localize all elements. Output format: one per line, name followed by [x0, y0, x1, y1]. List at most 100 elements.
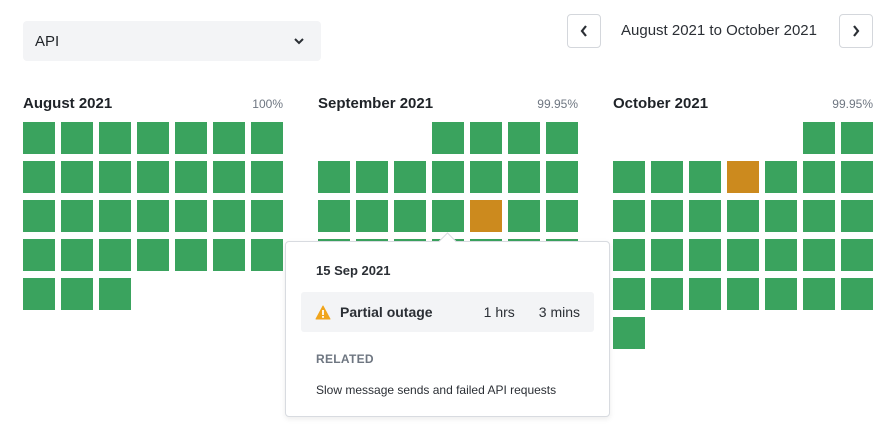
calendar-day[interactable]	[251, 161, 283, 193]
calendar-day[interactable]	[318, 161, 350, 193]
next-range-button[interactable]	[839, 14, 873, 48]
calendar-day[interactable]	[546, 161, 578, 193]
calendar-day[interactable]	[613, 278, 645, 310]
calendar-day[interactable]	[651, 239, 683, 271]
calendar-day[interactable]	[175, 200, 207, 232]
calendar-blank	[394, 122, 426, 154]
calendar-day[interactable]	[841, 239, 873, 271]
calendar-day[interactable]	[432, 200, 464, 232]
calendar-grid	[23, 122, 283, 310]
calendar-day[interactable]	[689, 161, 721, 193]
month-august: August 2021 100%	[23, 95, 283, 310]
calendar-day[interactable]	[175, 239, 207, 271]
calendar-day[interactable]	[508, 161, 540, 193]
calendar-day[interactable]	[99, 239, 131, 271]
calendar-day[interactable]	[613, 200, 645, 232]
incident-summary: Partial outage 1 hrs 3 mins	[301, 292, 594, 332]
month-title: September 2021	[318, 95, 434, 112]
calendar-day[interactable]	[61, 278, 93, 310]
calendar-day[interactable]	[803, 278, 835, 310]
calendar-day[interactable]	[23, 122, 55, 154]
calendar-day[interactable]	[803, 200, 835, 232]
calendar-day[interactable]	[841, 122, 873, 154]
calendar-day[interactable]	[99, 278, 131, 310]
calendar-day[interactable]	[546, 122, 578, 154]
calendar-day[interactable]	[99, 122, 131, 154]
calendar-day[interactable]	[251, 239, 283, 271]
calendar-day[interactable]	[765, 200, 797, 232]
calendar-day[interactable]	[613, 317, 645, 349]
component-select[interactable]: API	[23, 21, 321, 61]
calendar-day[interactable]	[689, 200, 721, 232]
calendar-day[interactable]	[213, 122, 245, 154]
calendar-day[interactable]	[841, 161, 873, 193]
tooltip-date: 15 Sep 2021	[316, 263, 391, 278]
calendar-day[interactable]	[23, 200, 55, 232]
calendar-day[interactable]	[23, 239, 55, 271]
calendar-day[interactable]	[765, 278, 797, 310]
calendar-day[interactable]	[470, 161, 502, 193]
calendar-day[interactable]	[137, 122, 169, 154]
calendar-day[interactable]	[651, 278, 683, 310]
calendar-day[interactable]	[213, 200, 245, 232]
calendar-blank	[651, 122, 683, 154]
calendar-day[interactable]	[251, 200, 283, 232]
calendar-day[interactable]	[61, 161, 93, 193]
related-incident-link[interactable]: Slow message sends and failed API reques…	[316, 383, 557, 397]
month-uptime: 99.95%	[537, 97, 578, 111]
calendar-day[interactable]	[394, 200, 426, 232]
related-heading: RELATED	[316, 352, 374, 366]
calendar-blank	[318, 122, 350, 154]
calendar-day[interactable]	[689, 239, 721, 271]
calendar-day[interactable]	[651, 200, 683, 232]
previous-range-button[interactable]	[567, 14, 601, 48]
calendar-day[interactable]	[803, 239, 835, 271]
calendar-grid	[613, 122, 873, 349]
month-uptime: 100%	[252, 97, 283, 111]
calendar-day[interactable]	[137, 239, 169, 271]
calendar-day[interactable]	[394, 161, 426, 193]
calendar-day[interactable]	[61, 122, 93, 154]
calendar-blank	[765, 122, 797, 154]
calendar-day[interactable]	[765, 239, 797, 271]
calendar-day[interactable]	[175, 161, 207, 193]
calendar-day[interactable]	[213, 239, 245, 271]
calendar-blank	[356, 122, 388, 154]
calendar-day[interactable]	[356, 200, 388, 232]
calendar-day[interactable]	[803, 161, 835, 193]
calendar-day-partial-outage[interactable]	[470, 200, 502, 232]
calendar-day[interactable]	[432, 161, 464, 193]
calendar-day[interactable]	[470, 122, 502, 154]
calendar-day[interactable]	[508, 122, 540, 154]
calendar-day[interactable]	[508, 200, 540, 232]
calendar-day[interactable]	[318, 200, 350, 232]
calendar-day[interactable]	[727, 278, 759, 310]
calendar-day[interactable]	[175, 122, 207, 154]
calendar-day[interactable]	[765, 161, 797, 193]
calendar-day[interactable]	[803, 122, 835, 154]
calendar-day[interactable]	[99, 200, 131, 232]
calendar-day[interactable]	[213, 161, 245, 193]
calendar-day[interactable]	[99, 161, 131, 193]
calendar-day[interactable]	[613, 239, 645, 271]
calendar-day[interactable]	[727, 200, 759, 232]
calendar-day[interactable]	[137, 200, 169, 232]
calendar-day[interactable]	[651, 161, 683, 193]
calendar-day[interactable]	[137, 161, 169, 193]
calendar-day[interactable]	[689, 278, 721, 310]
calendar-day[interactable]	[546, 200, 578, 232]
month-uptime: 99.95%	[832, 97, 873, 111]
calendar-day[interactable]	[356, 161, 388, 193]
calendar-day[interactable]	[61, 239, 93, 271]
calendar-day[interactable]	[23, 161, 55, 193]
calendar-day[interactable]	[613, 161, 645, 193]
duration-hours: 1 hrs	[483, 304, 515, 320]
calendar-day[interactable]	[432, 122, 464, 154]
calendar-day[interactable]	[727, 239, 759, 271]
calendar-day[interactable]	[841, 200, 873, 232]
calendar-day[interactable]	[23, 278, 55, 310]
calendar-day[interactable]	[61, 200, 93, 232]
calendar-day[interactable]	[251, 122, 283, 154]
calendar-day[interactable]	[841, 278, 873, 310]
calendar-day-partial-outage[interactable]	[727, 161, 759, 193]
